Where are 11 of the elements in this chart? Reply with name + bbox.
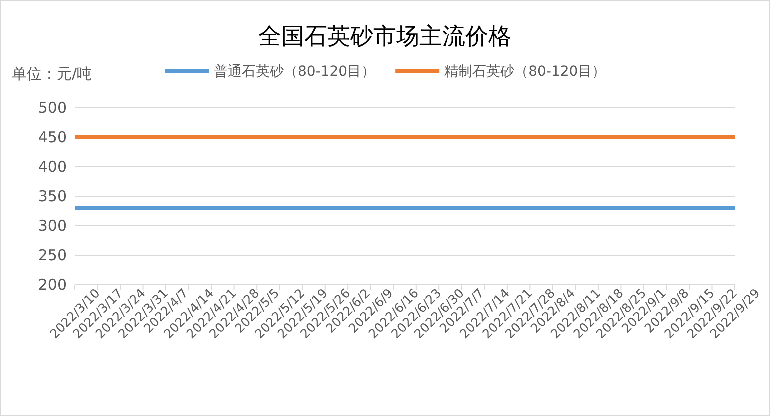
y-tick-label: 250 xyxy=(38,246,67,264)
y-tick-label: 350 xyxy=(38,187,67,206)
text: 单位：元/吨 xyxy=(12,65,92,83)
y-tick-label: 200 xyxy=(38,276,67,294)
y-tick-label: 300 xyxy=(38,216,67,235)
y-tick-label: 450 xyxy=(38,128,67,146)
chart-title: 全国石英砂市场主流价格 xyxy=(258,24,512,50)
y-tick-label: 500 xyxy=(38,98,67,117)
y-tick-label: 400 xyxy=(38,158,67,176)
legend-label: 普通石英砂（80-120目） xyxy=(214,63,376,80)
legend-label: 精制石英砂（80-120目） xyxy=(444,64,606,80)
